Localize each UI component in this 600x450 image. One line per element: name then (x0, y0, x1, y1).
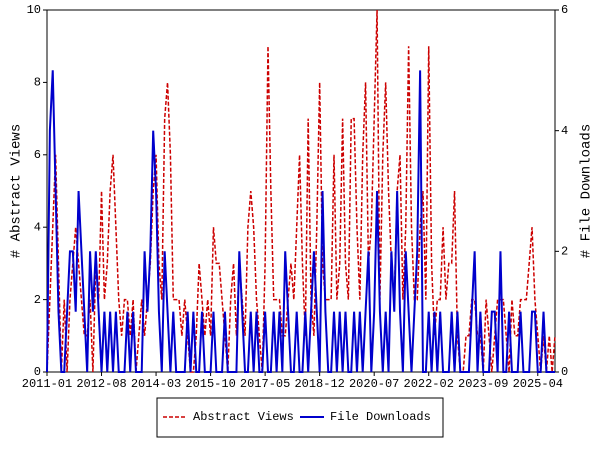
legend-label: Abstract Views (193, 410, 294, 424)
y2-tick-label: 0 (561, 365, 568, 379)
x-tick-label: 2022-02 (404, 377, 454, 391)
x-tick-label: 2011-01 (22, 377, 72, 391)
x-tick-label: 2023-09 (458, 377, 508, 391)
series-line (46, 70, 555, 373)
x-tick-label: 2015-10 (185, 377, 235, 391)
x-tick-label: 2020-07 (349, 377, 399, 391)
y-tick-label: 10 (27, 3, 41, 17)
y-tick-label: 8 (34, 76, 41, 90)
y2-tick-label: 2 (561, 245, 568, 259)
y-tick-label: 4 (34, 220, 41, 234)
y2-axis-title: # File Downloads (579, 124, 595, 258)
y-tick-label: 0 (34, 365, 41, 379)
series-line (46, 9, 556, 373)
y2-tick-label: 4 (561, 124, 568, 138)
x-tick-label: 2017-05 (240, 377, 290, 391)
x-tick-label: 2018-12 (294, 377, 344, 391)
legend-box (156, 397, 444, 438)
x-tick-label: 2012-08 (76, 377, 126, 391)
x-tick-label: 2014-03 (131, 377, 181, 391)
y2-tick-label: 6 (561, 3, 568, 17)
y-tick-label: 2 (34, 293, 41, 307)
legend-label: File Downloads (330, 410, 431, 424)
y-axis-title: # Abstract Views (9, 124, 25, 258)
x-tick-label: 2025-04 (513, 377, 563, 391)
y-tick-label: 6 (34, 148, 41, 162)
